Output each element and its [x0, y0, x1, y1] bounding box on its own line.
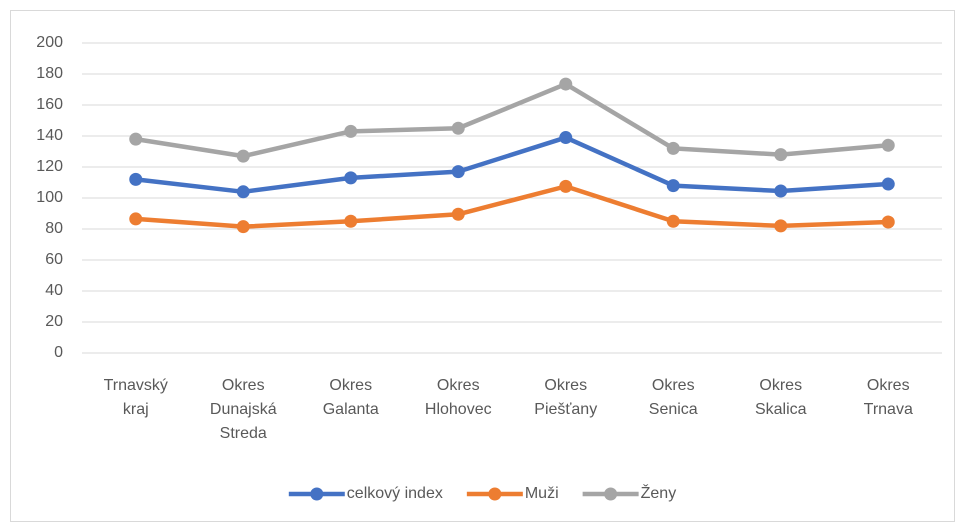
x-tick-label: Okres Skalica	[755, 377, 807, 418]
x-tick-label: Trnavský kraj	[104, 377, 168, 418]
marker	[559, 77, 573, 91]
x-tick-label: Okres Dunajská Streda	[210, 377, 277, 442]
legend-item: Ženy	[582, 483, 677, 502]
marker	[774, 148, 788, 162]
marker	[129, 212, 143, 226]
marker	[451, 207, 465, 221]
marker	[236, 220, 250, 234]
x-tick-label: Okres Hlohovec	[425, 377, 492, 418]
marker	[451, 121, 465, 135]
y-tick-label: 180	[36, 65, 63, 82]
legend-label: Muži	[525, 485, 559, 502]
marker	[344, 214, 358, 228]
marker	[881, 177, 895, 191]
marker	[236, 185, 250, 199]
legend-marker	[488, 487, 502, 501]
legend-marker	[310, 487, 324, 501]
series-line	[135, 81, 889, 159]
marker	[129, 132, 143, 146]
y-tick-label: 0	[54, 344, 63, 361]
marker	[881, 215, 895, 229]
marker	[236, 149, 250, 163]
marker	[881, 138, 895, 152]
legend-marker	[604, 487, 618, 501]
y-tick-label: 40	[45, 282, 63, 299]
chart-border	[10, 10, 955, 522]
y-tick-label: 120	[36, 158, 63, 175]
series-line	[135, 135, 889, 195]
x-tick-label: Okres Galanta	[323, 377, 379, 418]
marker	[774, 184, 788, 198]
marker	[559, 131, 573, 145]
marker	[344, 171, 358, 185]
y-tick-label: 80	[45, 220, 63, 237]
marker	[451, 165, 465, 179]
marker	[666, 141, 680, 155]
x-tick-label: Okres Piešťany	[534, 377, 597, 418]
legend-item: celkový index	[288, 485, 443, 502]
legend-label: celkový index	[347, 485, 443, 502]
marker	[129, 172, 143, 186]
y-tick-label: 60	[45, 251, 63, 268]
series-line	[135, 184, 889, 229]
legend-item: Muži	[466, 485, 559, 502]
x-tick-label: Okres Trnava	[864, 377, 913, 418]
marker	[666, 179, 680, 193]
y-tick-label: 160	[36, 96, 63, 113]
marker	[666, 214, 680, 228]
y-tick-label: 200	[36, 34, 63, 51]
y-tick-label: 20	[45, 313, 63, 330]
x-tick-label: Okres Senica	[649, 377, 698, 418]
marker	[344, 124, 358, 138]
y-tick-label: 140	[36, 127, 63, 144]
marker	[559, 179, 573, 193]
marker	[774, 219, 788, 233]
legend-label: Ženy	[641, 483, 677, 502]
y-tick-label: 100	[36, 189, 63, 206]
